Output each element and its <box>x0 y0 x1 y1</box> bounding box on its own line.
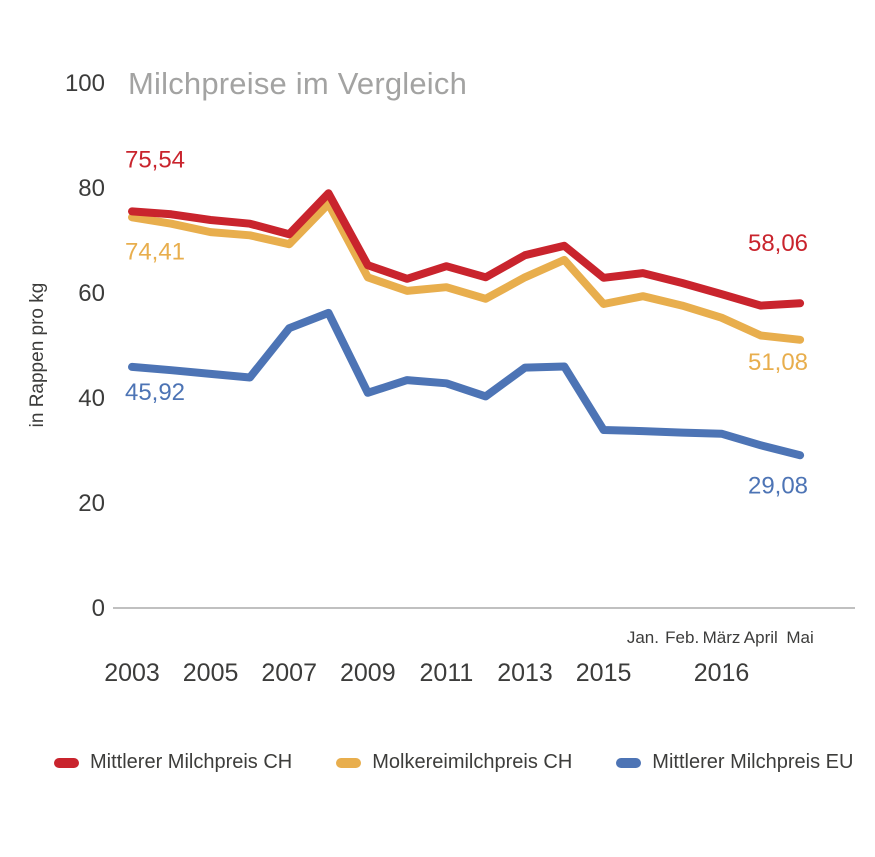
chart-canvas: 100 80 60 40 20 0 2003 2005 2007 2009 2011 2013 2015… <box>65 70 855 687</box>
value-label-end-1: 51,08 <box>748 349 808 376</box>
x-month-label: März <box>703 628 741 647</box>
chart-legend: Mittlerer Milchpreis CH Molkereimilchpre… <box>54 751 853 774</box>
legend-label: Mittlerer Milchpreis EU <box>652 751 854 773</box>
legend-swatch-yellow-icon <box>336 757 362 768</box>
x-month-label: Feb. <box>665 628 699 647</box>
x-year-label-2003: 2003 <box>104 659 160 687</box>
legend-label: Molkereimilchpreis CH <box>372 751 573 773</box>
value-label-start-0: 75,54 <box>125 146 185 173</box>
x-year-label-2009: 2009 <box>340 659 396 687</box>
line-series-2 <box>128 308 805 460</box>
line-series-0 <box>128 189 805 310</box>
y-tick-label-0: 0 <box>92 595 105 622</box>
legend-item-molkereimilchpreis-ch: Molkereimilchpreis CH <box>336 751 572 774</box>
x-year-label-2013: 2013 <box>497 659 553 687</box>
y-tick-label-60: 60 <box>78 280 105 307</box>
x-year-label-2011: 2011 <box>420 659 474 687</box>
legend-item-mittlerer-milchpreis-ch: Mittlerer Milchpreis CH <box>54 751 292 774</box>
x-year-label-2007: 2007 <box>261 659 317 687</box>
x-year-label-2016: 2016 <box>694 659 750 687</box>
value-label-start-1: 74,41 <box>125 238 185 265</box>
legend-label: Mittlerer Milchpreis CH <box>90 751 293 773</box>
x-year-label-2015: 2015 <box>576 659 632 687</box>
y-tick-label-40: 40 <box>78 385 105 412</box>
y-tick-label-80: 80 <box>78 175 105 202</box>
legend-item-mittlerer-milchpreis-eu: Mittlerer Milchpreis EU <box>616 751 853 774</box>
y-tick-label-100: 100 <box>65 70 105 97</box>
value-label-end-0: 58,06 <box>748 230 808 257</box>
line-series-1 <box>128 199 805 344</box>
chart-title: Milchpreise im Vergleich <box>128 66 468 101</box>
legend-swatch-blue-icon <box>616 757 642 768</box>
x-month-label: April <box>744 628 778 647</box>
y-tick-label-20: 20 <box>78 490 105 517</box>
legend-swatch-red-icon <box>54 757 79 768</box>
value-label-start-2: 45,92 <box>125 379 185 406</box>
x-month-label: Mai <box>786 628 813 647</box>
x-year-label-2005: 2005 <box>183 659 239 687</box>
value-label-end-2: 29,08 <box>748 472 808 499</box>
x-month-label: Jan. <box>627 628 659 647</box>
